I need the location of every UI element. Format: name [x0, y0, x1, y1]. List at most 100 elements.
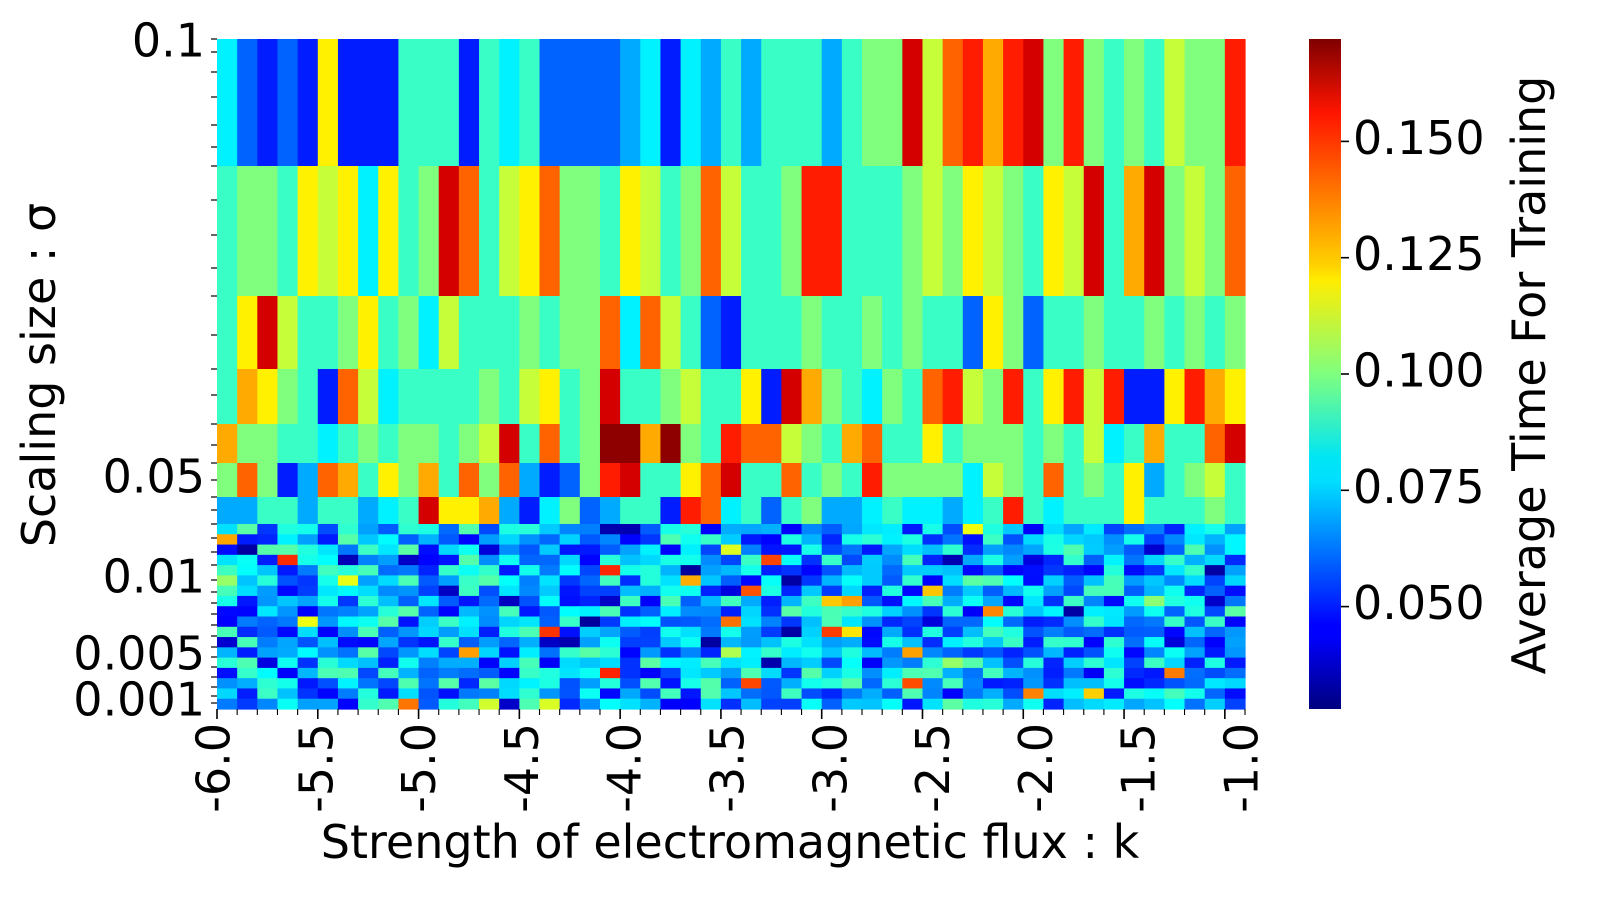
- heatmap-cell: [1003, 585, 1024, 597]
- heatmap-cell: [761, 565, 782, 576]
- heatmap-cell: [458, 616, 480, 628]
- heatmap-cell: [640, 554, 662, 566]
- heatmap-cell: [841, 667, 863, 679]
- heatmap-cell: [1103, 657, 1125, 669]
- heatmap-cell: [1124, 497, 1145, 525]
- heatmap-cell: [841, 463, 863, 498]
- heatmap-cell: [378, 524, 400, 535]
- heatmap-cell: [1043, 565, 1065, 576]
- heatmap-cell: [640, 688, 662, 700]
- heatmap-cell: [398, 616, 420, 628]
- heatmap-cell: [1144, 575, 1165, 587]
- heatmap-cell: [438, 463, 460, 498]
- heatmap-cell: [539, 369, 561, 425]
- heatmap-cell: [257, 657, 279, 669]
- heatmap-cell: [700, 424, 722, 464]
- heatmap-cell: [922, 626, 944, 638]
- heatmap-cell: [499, 678, 520, 690]
- heatmap-cell: [1184, 698, 1206, 710]
- heatmap-cell: [297, 463, 319, 498]
- heatmap-cell: [1043, 575, 1065, 587]
- heatmap-cell: [1184, 595, 1206, 607]
- heatmap-cell: [902, 497, 924, 525]
- heatmap-cell: [922, 678, 944, 690]
- heatmap-cell: [398, 296, 420, 370]
- heatmap-cell: [821, 657, 843, 669]
- heatmap-cell: [1103, 424, 1125, 464]
- heatmap-cell: [257, 497, 279, 525]
- heatmap-cell: [741, 657, 762, 669]
- heatmap-cell: [599, 565, 621, 576]
- heatmap-cell: [1164, 637, 1186, 648]
- heatmap-cell: [1164, 678, 1186, 690]
- heatmap-cell: [700, 39, 722, 167]
- heatmap-cell: [1124, 534, 1145, 546]
- heatmap-cell: [962, 575, 984, 587]
- heatmap-cell: [720, 626, 742, 638]
- heatmap-cell: [1003, 463, 1024, 498]
- heatmap-cell: [982, 667, 1004, 679]
- heatmap-cell: [1224, 296, 1246, 370]
- heatmap-cell: [297, 678, 319, 690]
- heatmap-cell: [1003, 698, 1024, 710]
- heatmap-cell: [499, 369, 520, 425]
- heatmap-cell: [479, 369, 500, 425]
- heatmap-cell: [862, 585, 883, 597]
- heatmap-cell: [1144, 39, 1165, 167]
- heatmap-cell: [539, 647, 561, 659]
- heatmap-cell: [902, 698, 924, 710]
- heatmap-cell: [962, 606, 984, 618]
- heatmap-cell: [418, 678, 440, 690]
- heatmap-cell: [398, 595, 420, 607]
- heatmap-cell: [1103, 39, 1125, 167]
- heatmap-cell: [902, 637, 924, 648]
- heatmap-cell: [902, 688, 924, 700]
- heatmap-cell: [781, 554, 803, 566]
- colorbar-tick-label: 0.125: [1353, 227, 1485, 281]
- heatmap-cell: [1144, 463, 1165, 498]
- heatmap-cell: [640, 369, 662, 425]
- heatmap-cell: [620, 544, 641, 556]
- heatmap-cell: [317, 606, 339, 618]
- heatmap-cell: [882, 424, 903, 464]
- heatmap-cell: [1164, 463, 1186, 498]
- heatmap-cell: [781, 678, 803, 690]
- heatmap-cell: [1063, 534, 1085, 546]
- heatmap-cell: [720, 463, 742, 498]
- heatmap-cell: [418, 39, 440, 167]
- heatmap-cell: [317, 565, 339, 576]
- heatmap-cell: [801, 606, 823, 618]
- heatmap-cell: [1023, 296, 1045, 370]
- heatmap-cell: [438, 166, 460, 297]
- heatmap-cell: [741, 637, 762, 648]
- heatmap-cell: [1023, 626, 1045, 638]
- heatmap-cell: [1103, 647, 1125, 659]
- heatmap-cell: [1144, 626, 1165, 638]
- heatmap-cell: [922, 463, 944, 498]
- heatmap-cell: [539, 296, 561, 370]
- heatmap-cell: [398, 626, 420, 638]
- heatmap-cell: [479, 554, 500, 566]
- heatmap-cell: [317, 647, 339, 659]
- heatmap-cell: [297, 595, 319, 607]
- heatmap-cell: [358, 667, 379, 679]
- heatmap-cell: [257, 647, 279, 659]
- heatmap-cell: [761, 575, 782, 587]
- heatmap-cell: [458, 698, 480, 710]
- heatmap-cell: [277, 565, 299, 576]
- heatmap-cell: [539, 166, 561, 297]
- heatmap-cell: [1164, 688, 1186, 700]
- heatmap-cell: [317, 678, 339, 690]
- heatmap-cell: [1204, 534, 1226, 546]
- heatmap-cell: [317, 524, 339, 535]
- heatmap-cell: [438, 698, 460, 710]
- heatmap-cell: [741, 524, 762, 535]
- heatmap-cell: [257, 698, 279, 710]
- heatmap-cell: [1043, 296, 1065, 370]
- heatmap-cell: [277, 544, 299, 556]
- heatmap-cell: [378, 626, 400, 638]
- heatmap-cell: [841, 637, 863, 648]
- heatmap-cell: [761, 606, 782, 618]
- heatmap-cell: [297, 544, 319, 556]
- heatmap-cell: [579, 39, 601, 167]
